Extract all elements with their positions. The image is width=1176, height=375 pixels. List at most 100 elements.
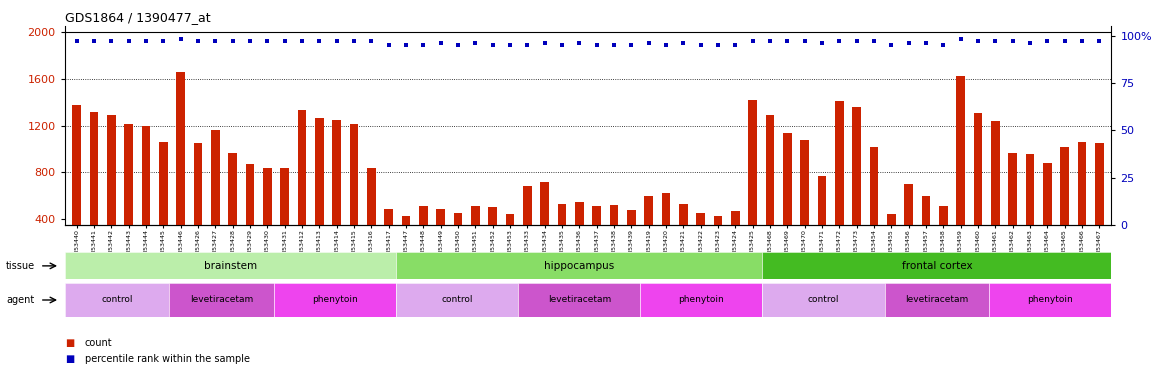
Point	[761, 38, 780, 44]
Bar	[454, 213, 462, 266]
Bar	[436, 209, 445, 266]
Bar	[662, 194, 670, 266]
Text: phenytoin: phenytoin	[1028, 296, 1074, 304]
Text: brainstem: brainstem	[203, 261, 258, 271]
Point	[1021, 40, 1040, 46]
Bar	[817, 176, 827, 266]
Point	[293, 38, 312, 44]
Point	[396, 42, 415, 48]
Bar	[194, 143, 202, 266]
Text: tissue: tissue	[6, 261, 35, 271]
Point	[414, 42, 433, 48]
Point	[310, 38, 329, 44]
Bar	[107, 115, 115, 266]
Point	[1037, 38, 1056, 44]
Bar	[142, 126, 151, 266]
Bar	[627, 210, 636, 266]
Bar	[714, 216, 722, 266]
Bar	[853, 107, 861, 266]
Bar	[263, 168, 272, 266]
Bar	[419, 206, 428, 266]
Bar	[956, 76, 964, 266]
Point	[241, 38, 260, 44]
Text: ■: ■	[65, 338, 74, 348]
Bar	[731, 211, 740, 266]
Bar	[557, 204, 567, 266]
Point	[102, 38, 121, 44]
Point	[674, 40, 693, 46]
Bar	[801, 140, 809, 266]
Bar	[125, 124, 133, 266]
Bar	[73, 105, 81, 266]
Bar	[783, 133, 791, 266]
Point	[432, 40, 450, 46]
Text: count: count	[85, 338, 112, 348]
Point	[604, 42, 623, 48]
Bar	[938, 206, 948, 266]
Bar	[575, 202, 583, 266]
Point	[709, 42, 728, 48]
Point	[813, 40, 831, 46]
Point	[136, 38, 155, 44]
Point	[900, 40, 918, 46]
Point	[501, 42, 520, 48]
Point	[640, 40, 659, 46]
Point	[206, 38, 225, 44]
Text: GDS1864 / 1390477_at: GDS1864 / 1390477_at	[65, 11, 211, 24]
Bar	[523, 186, 532, 266]
Point	[448, 42, 467, 48]
Bar	[298, 110, 307, 266]
Bar	[280, 168, 289, 266]
Point	[258, 38, 276, 44]
Point	[985, 38, 1004, 44]
Point	[483, 42, 502, 48]
Point	[934, 42, 953, 48]
Point	[553, 42, 572, 48]
Point	[535, 40, 554, 46]
Bar	[1025, 154, 1034, 266]
Bar	[696, 213, 704, 266]
Bar	[904, 184, 913, 266]
Point	[847, 38, 866, 44]
Point	[327, 38, 346, 44]
Bar	[766, 115, 774, 266]
Text: phenytoin: phenytoin	[679, 296, 724, 304]
Bar	[402, 216, 410, 266]
Text: hippocampus: hippocampus	[544, 261, 614, 271]
Bar	[991, 121, 1000, 266]
Point	[743, 38, 762, 44]
Bar	[609, 205, 619, 266]
Point	[362, 38, 381, 44]
Point	[969, 38, 988, 44]
Bar	[176, 72, 185, 266]
Bar	[922, 196, 930, 266]
Bar	[748, 100, 757, 266]
Point	[777, 38, 796, 44]
Point	[587, 42, 606, 48]
Bar	[869, 147, 878, 266]
Bar	[1043, 163, 1051, 266]
Bar	[472, 206, 480, 266]
Point	[275, 38, 294, 44]
Point	[517, 42, 536, 48]
Bar	[1061, 147, 1069, 266]
Point	[951, 36, 970, 42]
Text: levetiracetam: levetiracetam	[548, 296, 610, 304]
Point	[154, 38, 173, 44]
Text: frontal cortex: frontal cortex	[902, 261, 973, 271]
Point	[656, 42, 675, 48]
Point	[1003, 38, 1022, 44]
Bar	[333, 120, 341, 266]
Bar	[1008, 153, 1017, 266]
Point	[830, 38, 849, 44]
Point	[882, 42, 901, 48]
Bar	[367, 168, 375, 266]
Bar	[315, 118, 323, 266]
Point	[85, 38, 103, 44]
Point	[345, 38, 363, 44]
Text: levetiracetam: levetiracetam	[906, 296, 969, 304]
Point	[622, 42, 641, 48]
Bar	[593, 206, 601, 266]
Bar	[974, 113, 982, 266]
Bar	[246, 164, 254, 266]
